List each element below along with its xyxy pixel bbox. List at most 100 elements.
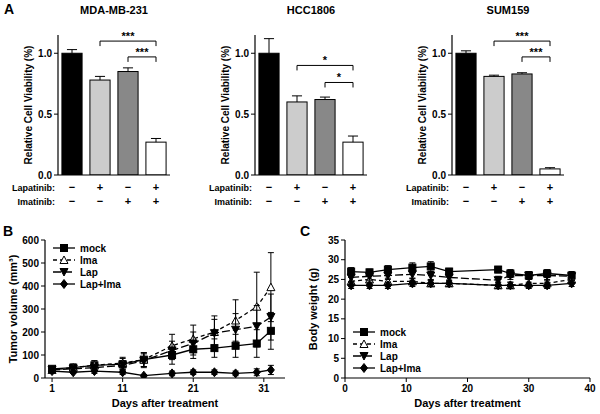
significance-label: *** [136,46,150,58]
error-cap [67,49,77,50]
error-bar [141,354,147,368]
legend-label: mock [380,327,407,338]
error-cap [545,167,555,168]
y-tick-label: 30 [328,254,340,265]
point [169,369,176,378]
plot-area [456,51,560,175]
condition-name: Imatinib: [18,197,56,207]
legend-marker [361,329,368,336]
condition-sign: − [266,195,272,207]
point [253,323,261,331]
error-cap [211,346,217,347]
condition-sign: + [97,181,103,193]
significance-label: *** [516,30,530,42]
chart-2: SUM1590.00.51.0Relative Cell Viability (… [406,4,564,207]
y-axis-label: Relative Cell Viability (%) [220,46,231,165]
error-bar [169,341,175,359]
error-bar [95,76,105,80]
condition-sign: + [350,195,356,207]
error-stem [269,39,270,54]
y-tick [341,259,345,260]
error-cap [123,67,133,68]
error-bar [268,365,274,374]
y-axis [344,240,345,378]
point [232,326,240,334]
y-tick [41,240,45,241]
x-tick-label: 11 [117,383,128,394]
y-axis-label: Tumor volume (mm³) [7,254,19,363]
significance-label: *** [122,30,136,42]
point [348,281,355,290]
x-tick [467,378,468,382]
error-cap [489,75,499,76]
point [140,371,147,378]
y-axis-label: Body weight (g) [307,267,319,350]
y-tick-label: 0.0 [38,170,52,181]
chart-4: C05101520253035Body weight (g)010203040D… [300,223,596,409]
condition-sign: + [491,181,497,193]
legend-label: Ima [80,255,98,266]
bar [540,169,560,175]
error-cap [254,357,260,358]
point [384,281,391,290]
y-tick-label: 15 [328,313,340,324]
point [408,271,416,279]
condition-sign: + [547,181,553,193]
x-axis-label: Days after treatment [112,397,219,409]
x-tick [122,378,123,382]
point [543,272,551,280]
bar [259,53,279,175]
significance-label: * [337,71,342,83]
bar [343,142,363,175]
error-cap [120,360,126,361]
point [91,367,98,376]
error-cap [141,367,147,368]
error-cap [292,95,302,96]
bar [62,53,82,175]
x-tick-label: 20 [462,383,474,394]
y-tick [341,358,345,359]
error-stem [72,50,73,54]
y-tick [341,338,345,339]
x-axis [45,377,285,378]
y-tick-label: 0.5 [432,109,446,120]
error-cap [268,252,274,253]
y-tick [448,53,452,54]
point [119,368,126,377]
condition-sign: + [125,195,131,207]
legend-label: mock [80,243,107,254]
point [506,281,514,289]
bar [118,72,138,175]
point [210,330,218,338]
point [190,368,197,377]
condition-sign: − [322,181,328,193]
error-bar [526,272,532,280]
condition-sign: + [153,195,159,207]
y-tick-label: 35 [328,235,340,246]
point [384,272,392,280]
condition-name: Imatinib: [215,197,253,207]
series-line [52,287,271,370]
error-cap [141,352,147,353]
y-tick [341,279,345,280]
condition-sign: − [266,181,272,193]
point [366,273,374,281]
point [495,266,502,273]
y-tick [251,53,255,54]
bar [90,80,110,175]
point [427,279,434,288]
condition-sign: − [97,195,103,207]
error-bar [489,75,499,76]
x-tick [193,378,194,382]
error-cap [233,345,239,346]
y-tick-label: 20 [328,294,340,305]
y-axis [57,35,58,175]
y-tick-label: 0 [33,373,39,384]
error-bar [264,39,274,54]
error-bar [151,138,161,142]
error-cap [190,332,196,333]
point [507,281,514,290]
error-bar [428,262,434,271]
condition-sign: − [491,195,497,207]
point [409,279,416,288]
